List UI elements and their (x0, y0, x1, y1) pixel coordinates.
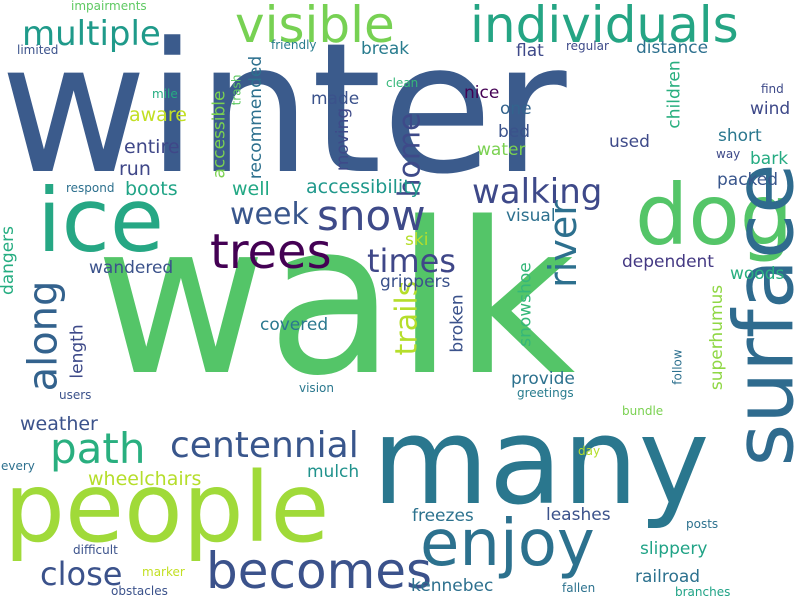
word-fallen: fallen (562, 581, 596, 595)
word-surface: surface (717, 162, 800, 467)
word-every: every (1, 459, 35, 473)
word-mulch: mulch (307, 462, 360, 482)
word-break: break (361, 39, 410, 59)
word-trash: trash (228, 74, 243, 105)
word-nice: nice (464, 83, 500, 103)
word-kennebec: kennebec (411, 576, 494, 596)
word-walk: walk (95, 177, 576, 422)
word-accessibility: accessibility (306, 176, 422, 198)
word-along: along (19, 280, 66, 391)
word-difficult: difficult (73, 543, 118, 557)
word-accessible: accessible (208, 90, 229, 178)
word-snow: snow (317, 191, 426, 240)
word-recommended: recommended (246, 55, 267, 180)
word-children: children (664, 59, 685, 129)
word-grippers: grippers (380, 272, 451, 292)
word-friendly: friendly (271, 38, 317, 52)
word-vision: vision (299, 381, 334, 395)
word-marker: marker (142, 565, 185, 579)
word-distance: distance (636, 38, 709, 58)
word-mile: mile (152, 87, 178, 101)
word-moving: moving (333, 107, 354, 172)
word-trees: trees (210, 224, 332, 280)
word-used: used (609, 132, 650, 152)
word-dependent: dependent (622, 252, 714, 272)
word-clean: clean (386, 76, 419, 90)
word-entire: entire (124, 136, 180, 158)
word-limited: limited (17, 43, 59, 57)
word-day: day (578, 444, 601, 458)
word-boots: boots (125, 178, 178, 200)
word-regular: regular (566, 39, 609, 53)
word-winter: winter (0, 5, 567, 214)
word-one: one (500, 99, 532, 119)
word-multiple: multiple (22, 14, 161, 54)
word-ski: ski (405, 230, 429, 250)
word-flat: flat (516, 41, 544, 61)
word-snowshoe: snowshoe (515, 261, 536, 347)
word-obstacles: obstacles (111, 584, 168, 598)
word-slippery: slippery (640, 539, 708, 559)
word-close: close (40, 555, 123, 593)
word-impairments: impairments (71, 0, 147, 13)
word-find: find (761, 82, 784, 96)
word-dog: dog (635, 166, 794, 264)
word-week: week (230, 197, 309, 232)
word-wheelchairs: wheelchairs (88, 468, 202, 490)
word-length: length (67, 323, 88, 379)
word-path: path (50, 424, 146, 473)
word-posts: posts (686, 517, 719, 531)
word-aware: aware (129, 104, 187, 126)
word-visible: visible (235, 0, 395, 54)
word-walkers: walkers (0, 369, 2, 415)
word-bundle: bundle (622, 404, 664, 418)
word-broken: broken (447, 293, 468, 353)
word-enjoy: enjoy (420, 507, 595, 581)
word-well: well (232, 178, 270, 200)
word-ice: ice (37, 169, 164, 272)
word-dangers: dangers (0, 225, 19, 296)
word-centennial: centennial (170, 425, 359, 466)
word-people: people (4, 452, 330, 564)
word-times: times (367, 242, 456, 280)
word-individuals: individuals (470, 0, 739, 54)
word-becomes: becomes (206, 542, 433, 600)
word-freezes: freezes (412, 506, 474, 526)
word-railroad: railroad (635, 567, 701, 587)
word-visual: visual (506, 206, 556, 226)
word-water: water (477, 140, 526, 160)
word-greetings: greetings (517, 386, 574, 400)
word-run: run (119, 158, 151, 180)
word-wandered: wandered (89, 258, 174, 278)
word-way: way (716, 147, 741, 161)
word-packed: packed (717, 170, 779, 190)
word-short: short (718, 126, 762, 146)
word-respond: respond (66, 181, 115, 195)
word-covered: covered (260, 315, 329, 335)
word-superhumus: superhumus (707, 284, 728, 391)
word-users: users (59, 388, 92, 402)
word-bark: bark (750, 149, 789, 169)
word-provide: provide (511, 369, 575, 389)
word-made: made (311, 89, 360, 109)
word-woods: woods (730, 264, 785, 284)
word-branches: branches (675, 585, 731, 599)
word-walking: walking (472, 172, 603, 212)
word-leashes: leashes (546, 505, 611, 525)
word-many: many (372, 393, 710, 532)
word-wind: wind (750, 99, 791, 119)
word-follow: follow (670, 348, 685, 385)
word-bed: bed (498, 122, 531, 142)
word-weather: weather (20, 413, 98, 435)
